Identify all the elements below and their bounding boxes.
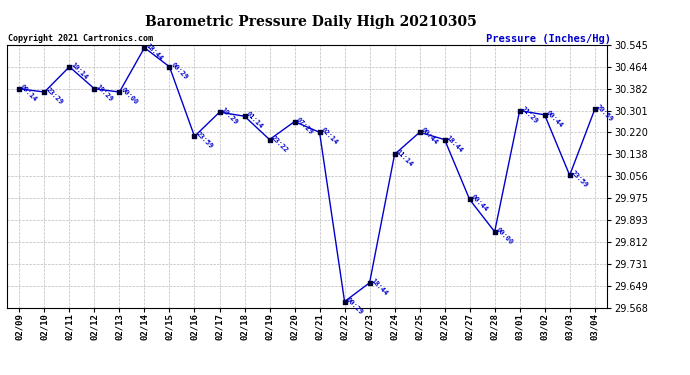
- Text: 09:14: 09:14: [19, 83, 39, 102]
- Point: [514, 108, 525, 114]
- Text: 02:14: 02:14: [319, 127, 339, 146]
- Text: 10:29: 10:29: [219, 106, 239, 126]
- Text: 00:44: 00:44: [420, 127, 439, 146]
- Text: 20:59: 20:59: [595, 104, 614, 123]
- Text: 18:44: 18:44: [444, 134, 464, 153]
- Point: [464, 196, 475, 202]
- Point: [539, 112, 550, 118]
- Point: [389, 152, 400, 157]
- Point: [39, 89, 50, 95]
- Point: [439, 136, 450, 142]
- Text: Barometric Pressure Daily High 20210305: Barometric Pressure Daily High 20210305: [145, 15, 476, 29]
- Point: [264, 136, 275, 142]
- Point: [489, 229, 500, 235]
- Text: 00:44: 00:44: [544, 109, 564, 129]
- Point: [64, 64, 75, 70]
- Text: 00:29: 00:29: [170, 61, 189, 81]
- Text: 00:00: 00:00: [119, 86, 139, 106]
- Point: [189, 134, 200, 140]
- Point: [339, 298, 350, 304]
- Text: 21:29: 21:29: [520, 105, 539, 124]
- Point: [164, 64, 175, 70]
- Point: [289, 118, 300, 124]
- Point: [89, 86, 100, 92]
- Text: 10:14: 10:14: [70, 61, 89, 81]
- Point: [214, 109, 225, 115]
- Text: 07:29: 07:29: [295, 116, 314, 135]
- Point: [139, 45, 150, 51]
- Text: 11:14: 11:14: [395, 149, 414, 168]
- Text: Copyright 2021 Cartronics.com: Copyright 2021 Cartronics.com: [8, 34, 153, 43]
- Text: 19:29: 19:29: [95, 83, 114, 102]
- Text: 00:29: 00:29: [344, 296, 364, 315]
- Point: [314, 129, 325, 135]
- Point: [364, 280, 375, 286]
- Text: Pressure (Inches/Hg): Pressure (Inches/Hg): [486, 34, 611, 44]
- Text: 00:44: 00:44: [470, 194, 489, 213]
- Text: 23:22: 23:22: [270, 134, 289, 153]
- Text: 18:44: 18:44: [144, 42, 164, 62]
- Text: 00:00: 00:00: [495, 226, 514, 245]
- Point: [14, 86, 25, 92]
- Text: 23:29: 23:29: [44, 86, 63, 106]
- Text: 01:14: 01:14: [244, 111, 264, 130]
- Text: 18:44: 18:44: [370, 277, 389, 297]
- Text: 23:59: 23:59: [195, 131, 214, 150]
- Point: [589, 106, 600, 112]
- Text: 23:59: 23:59: [570, 170, 589, 189]
- Point: [414, 129, 425, 135]
- Point: [564, 172, 575, 178]
- Point: [239, 113, 250, 119]
- Point: [114, 89, 125, 95]
